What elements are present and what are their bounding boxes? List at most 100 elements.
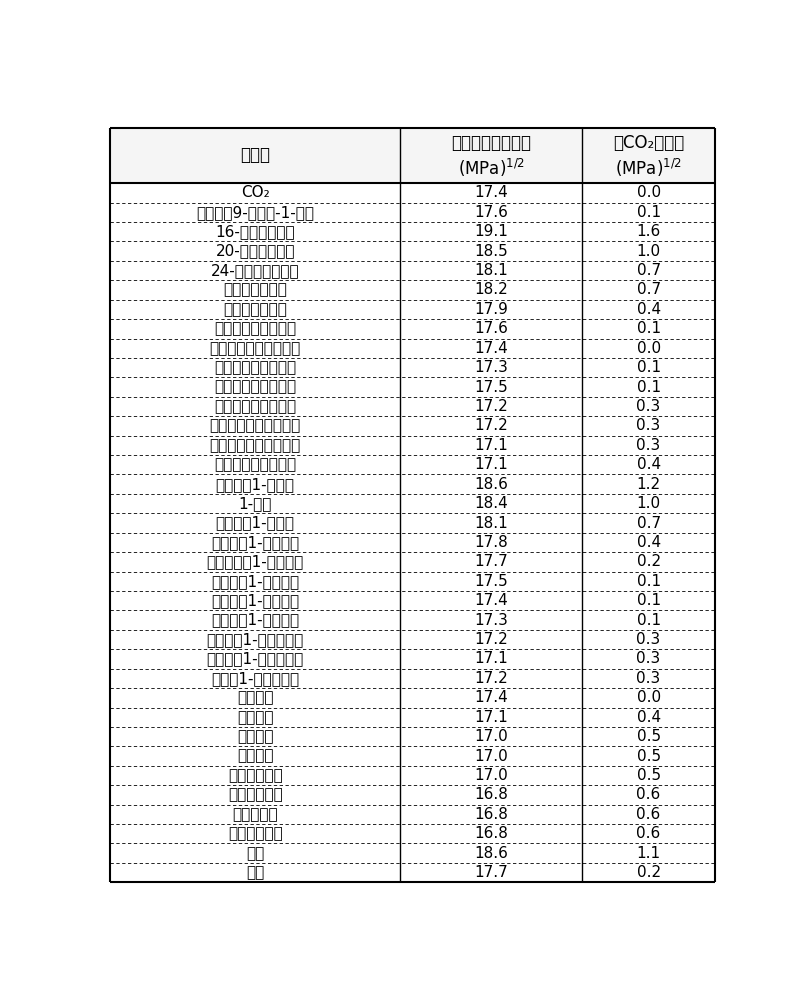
- Text: 花生酸（二十烷酸）: 花生酸（二十烷酸）: [214, 399, 296, 414]
- Bar: [110, 128, 715, 183]
- Text: 1.0: 1.0: [637, 496, 661, 511]
- Text: (MPa)$^{1/2}$: (MPa)$^{1/2}$: [458, 157, 525, 179]
- Text: 18.5: 18.5: [474, 244, 508, 259]
- Text: 0.6: 0.6: [637, 807, 661, 822]
- Text: 20-羟基二十烷酸: 20-羟基二十烷酸: [216, 244, 295, 259]
- Text: CO₂: CO₂: [241, 185, 270, 200]
- Text: 17.4: 17.4: [474, 185, 508, 200]
- Text: 17.2: 17.2: [474, 399, 508, 414]
- Text: 17.0: 17.0: [474, 768, 508, 783]
- Text: 0.3: 0.3: [637, 399, 661, 414]
- Text: 18.1: 18.1: [474, 516, 508, 531]
- Text: 0.2: 0.2: [637, 554, 661, 569]
- Text: 1.2: 1.2: [637, 477, 661, 492]
- Text: 16-羟基十六烷酸: 16-羟基十六烷酸: [216, 224, 295, 239]
- Text: 木蜡酸（二十四烷酸）: 木蜡酸（二十四烷酸）: [209, 438, 301, 453]
- Text: 添加剂: 添加剂: [240, 146, 270, 164]
- Text: 0.2: 0.2: [637, 865, 661, 880]
- Text: 花生醇（1-二十醇）: 花生醇（1-二十醇）: [211, 613, 299, 628]
- Text: 17.2: 17.2: [474, 671, 508, 686]
- Text: 0.4: 0.4: [637, 457, 661, 472]
- Text: 17.7: 17.7: [474, 865, 508, 880]
- Text: 蜡酸（二十六烷酸）: 蜡酸（二十六烷酸）: [214, 457, 296, 472]
- Text: 0.4: 0.4: [637, 302, 661, 317]
- Text: 肉豆蘋酸（十四烷酸）: 肉豆蘋酸（十四烷酸）: [209, 341, 301, 356]
- Text: 硬脂醇（1-十八醇）: 硬脂醇（1-十八醇）: [211, 593, 299, 608]
- Text: 1.6: 1.6: [637, 224, 661, 239]
- Text: 0.4: 0.4: [637, 535, 661, 550]
- Text: 山嵛醇（1-二十二醇）: 山嵛醇（1-二十二醇）: [207, 632, 303, 647]
- Text: 0.4: 0.4: [637, 710, 661, 725]
- Text: 0.5: 0.5: [637, 768, 661, 783]
- Text: 0.6: 0.6: [637, 826, 661, 841]
- Text: 羊蜡醇（1-癸醇）: 羊蜡醇（1-癸醇）: [216, 516, 295, 531]
- Text: 17.0: 17.0: [474, 749, 508, 764]
- Text: 月桂酸（十二烷酸）: 月桂酸（十二烷酸）: [214, 321, 296, 336]
- Text: 0.7: 0.7: [637, 282, 661, 297]
- Text: 17.2: 17.2: [474, 418, 508, 433]
- Text: 17.1: 17.1: [474, 438, 508, 453]
- Text: 0.3: 0.3: [637, 632, 661, 647]
- Text: 16.8: 16.8: [474, 787, 508, 802]
- Text: 17.5: 17.5: [474, 380, 508, 395]
- Text: 肉豆蘋醇（1-十四醇）: 肉豆蘋醇（1-十四醇）: [207, 554, 303, 569]
- Text: 1.1: 1.1: [637, 846, 661, 861]
- Text: 0.1: 0.1: [637, 613, 661, 628]
- Text: 18.1: 18.1: [474, 263, 508, 278]
- Text: 己酸乙酯: 己酸乙酯: [237, 710, 274, 725]
- Text: 月桂醇（1-十二醇）: 月桂醇（1-十二醇）: [211, 535, 299, 550]
- Text: 18.2: 18.2: [474, 282, 508, 297]
- Text: 木蜡醇（1-二十四醇）: 木蜡醇（1-二十四醇）: [207, 651, 303, 666]
- Text: 18.6: 18.6: [474, 477, 508, 492]
- Text: 17.1: 17.1: [474, 710, 508, 725]
- Text: 0.0: 0.0: [637, 690, 661, 705]
- Text: 棕榄酸乙酯: 棕榄酸乙酯: [233, 807, 278, 822]
- Text: 0.1: 0.1: [637, 593, 661, 608]
- Text: 蜡醇（1-二十六醇）: 蜡醇（1-二十六醇）: [211, 671, 299, 686]
- Text: 17.6: 17.6: [474, 205, 508, 220]
- Text: 17.3: 17.3: [474, 613, 508, 628]
- Text: 癸酸乙酯: 癸酸乙酯: [237, 749, 274, 764]
- Text: 癸醇: 癸醇: [246, 865, 264, 880]
- Text: 鲸蜡醇（1-十六醇）: 鲸蜡醇（1-十六醇）: [211, 574, 299, 589]
- Text: 0.1: 0.1: [637, 574, 661, 589]
- Text: 16.8: 16.8: [474, 826, 508, 841]
- Text: 山萢酸（二十二烷酸）: 山萢酸（二十二烷酸）: [209, 418, 301, 433]
- Text: 油烯醇（9-十八烯-1-醇）: 油烯醇（9-十八烯-1-醇）: [196, 205, 314, 220]
- Text: 硬脂酸（十八烷酸）: 硬脂酸（十八烷酸）: [214, 380, 296, 395]
- Text: 0.3: 0.3: [637, 438, 661, 453]
- Text: 二十烷酸乙酯: 二十烷酸乙酯: [228, 826, 283, 841]
- Text: 17.9: 17.9: [474, 302, 508, 317]
- Text: 17.7: 17.7: [474, 554, 508, 569]
- Text: 17.4: 17.4: [474, 690, 508, 705]
- Text: 0.3: 0.3: [637, 651, 661, 666]
- Text: (MPa)$^{1/2}$: (MPa)$^{1/2}$: [615, 157, 682, 179]
- Text: 0.3: 0.3: [637, 418, 661, 433]
- Text: 总汉森溶解度参数: 总汉森溶解度参数: [452, 134, 531, 152]
- Text: 0.1: 0.1: [637, 360, 661, 375]
- Text: 19.1: 19.1: [474, 224, 508, 239]
- Text: 17.2: 17.2: [474, 632, 508, 647]
- Text: 17.5: 17.5: [474, 574, 508, 589]
- Text: 十二烷酸乙酯: 十二烷酸乙酯: [228, 768, 283, 783]
- Text: 羊脂醇（1-辛醇）: 羊脂醇（1-辛醇）: [216, 477, 295, 492]
- Text: 17.0: 17.0: [474, 729, 508, 744]
- Text: 羊蜡酸（癸酸）: 羊蜡酸（癸酸）: [223, 302, 287, 317]
- Text: 1-壬醇: 1-壬醇: [238, 496, 272, 511]
- Text: 羊脂酸（辛酸）: 羊脂酸（辛酸）: [223, 282, 287, 297]
- Text: 17.4: 17.4: [474, 593, 508, 608]
- Text: 0.0: 0.0: [637, 185, 661, 200]
- Text: 0.7: 0.7: [637, 516, 661, 531]
- Text: 0.5: 0.5: [637, 749, 661, 764]
- Text: 0.6: 0.6: [637, 787, 661, 802]
- Text: 16.8: 16.8: [474, 807, 508, 822]
- Text: 0.1: 0.1: [637, 321, 661, 336]
- Text: 0.3: 0.3: [637, 671, 661, 686]
- Text: 17.3: 17.3: [474, 360, 508, 375]
- Text: 己醇: 己醇: [246, 846, 264, 861]
- Text: 辛酸乙酯: 辛酸乙酯: [237, 729, 274, 744]
- Text: 17.1: 17.1: [474, 651, 508, 666]
- Text: 17.6: 17.6: [474, 321, 508, 336]
- Text: 与CO₂的差值: 与CO₂的差值: [613, 134, 684, 152]
- Text: 棕榄酸（十六烷酸）: 棕榄酸（十六烷酸）: [214, 360, 296, 375]
